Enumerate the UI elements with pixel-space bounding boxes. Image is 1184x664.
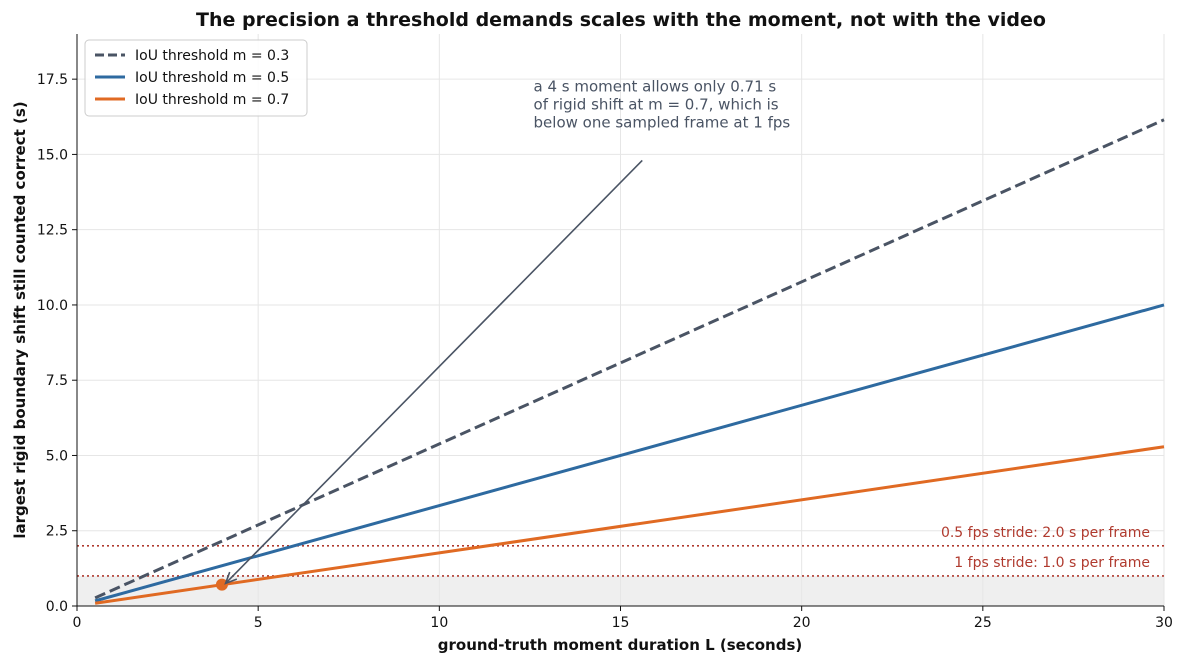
annotation-layer: a 4 s moment allows only 0.71 sof rigid … [224,77,791,585]
reference-line-label: 1 fps stride: 1.0 s per frame [954,555,1150,571]
legend: IoU threshold m = 0.3 IoU threshold m = 0… [84,39,308,117]
x-tick-label: 5 [254,615,263,631]
x-axis-label: ground-truth moment duration L (seconds) [438,636,802,654]
axes-layer [72,34,1165,611]
x-tick-label: 10 [430,615,448,631]
annotation-text-line: below one sampled frame at 1 fps [534,113,791,131]
reference-line-label: 0.5 fps stride: 2.0 s per frame [941,525,1150,541]
annotation-text-line: a 4 s moment allows only 0.71 s [534,77,777,95]
reference-lines-layer: 0.5 fps stride: 2.0 s per frame 1 fps str… [77,525,1164,577]
y-tick-label: 15.0 [37,147,68,163]
annotation-text-line: of rigid shift at m = 0.7, which is [534,95,779,113]
legend-label: IoU threshold m = 0.7 [135,92,289,108]
x-tick-label: 15 [612,615,630,631]
y-tick-label: 0.0 [46,599,68,615]
y-tick-label: 12.5 [37,223,68,239]
y-tick-label: 5.0 [46,448,68,464]
tick-labels-layer: 0 5 10 15 20 25 30 0.0 2.5 5.0 7.5 10.0 12.5 15.0 17.5 [37,72,1173,631]
series-layer [94,118,1165,605]
annotation-arrow-line [224,159,643,584]
legend-label: IoU threshold m = 0.5 [135,70,289,86]
grid-layer [77,34,1165,606]
highlight-point-layer [215,578,228,591]
legend-frame [84,39,308,117]
legend-label: IoU threshold m = 0.3 [135,48,289,64]
y-tick-label: 2.5 [46,524,68,540]
x-tick-label: 30 [1155,615,1173,631]
series-line [94,303,1165,603]
y-tick-label: 7.5 [46,373,68,389]
x-tick-label: 25 [974,615,992,631]
x-tick-label: 0 [73,615,82,631]
series-line [94,445,1165,605]
chart-title: The precision a threshold demands scales… [196,9,1046,31]
highlight-point [215,578,228,591]
annotation-arrow-head [224,571,238,585]
y-tick-label: 17.5 [37,72,68,88]
y-tick-label: 10.0 [37,298,68,314]
series-line [94,118,1165,600]
y-axis-label: largest rigid boundary shift still count… [11,101,29,538]
x-tick-label: 20 [793,615,811,631]
